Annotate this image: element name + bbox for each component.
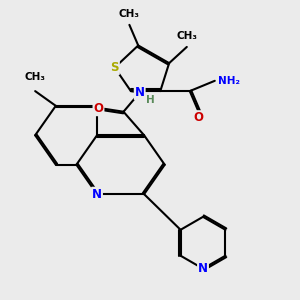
Text: O: O	[194, 111, 204, 124]
Text: S: S	[110, 61, 119, 74]
Text: N: N	[198, 262, 208, 275]
Text: N: N	[135, 86, 145, 99]
Text: NH₂: NH₂	[218, 76, 240, 86]
Text: CH₃: CH₃	[119, 9, 140, 19]
Text: O: O	[94, 102, 103, 115]
Text: H: H	[146, 95, 154, 105]
Text: CH₃: CH₃	[25, 72, 46, 82]
Text: CH₃: CH₃	[176, 31, 197, 41]
Text: N: N	[92, 188, 102, 201]
